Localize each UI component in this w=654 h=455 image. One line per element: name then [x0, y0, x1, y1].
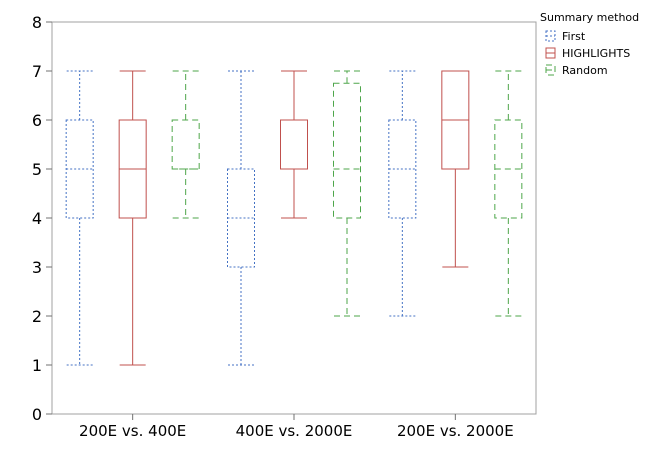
y-tick-label-2: 2: [32, 307, 42, 326]
y-tick-label-8: 8: [32, 13, 42, 32]
legend-label-highlights: HIGHLIGHTS: [562, 47, 630, 60]
box-highlights-1: [280, 70, 308, 219]
legend: Summary method First HIGHLIGHTS Random: [540, 11, 639, 77]
y-tick-label-1: 1: [32, 356, 42, 375]
legend-label-random: Random: [562, 64, 608, 77]
legend-title: Summary method: [540, 11, 639, 24]
legend-label-first: First: [562, 30, 586, 43]
box-iqr: [333, 82, 361, 219]
y-tick-label-3: 3: [32, 258, 42, 277]
y-tick-label-4: 4: [32, 209, 42, 228]
box-random-1: [333, 70, 361, 317]
box-highlights-2: [441, 70, 470, 268]
y-tick-label-7: 7: [32, 62, 42, 81]
box-first-1: [227, 70, 255, 366]
y-tick-label-5: 5: [32, 160, 42, 179]
x-tick-label-1: 400E vs. 2000E: [236, 422, 353, 440]
y-tick-label-6: 6: [32, 111, 42, 130]
box-highlights-0: [118, 70, 147, 366]
box-first-2: [388, 70, 417, 317]
y-tick-label-0: 0: [32, 405, 42, 424]
box-iqr: [171, 119, 200, 170]
box-iqr: [280, 119, 308, 170]
x-tick-label-0: 200E vs. 400E: [79, 422, 186, 440]
box-random-2: [494, 70, 523, 317]
x-tick-label-2: 200E vs. 2000E: [397, 422, 514, 440]
box-first-0: [65, 70, 94, 366]
box-random-0: [171, 70, 200, 219]
plot-area: 0 1 2 3 4 5 6 7 8 200E vs. 400E 400E vs. 2000E 200E…: [32, 13, 537, 440]
